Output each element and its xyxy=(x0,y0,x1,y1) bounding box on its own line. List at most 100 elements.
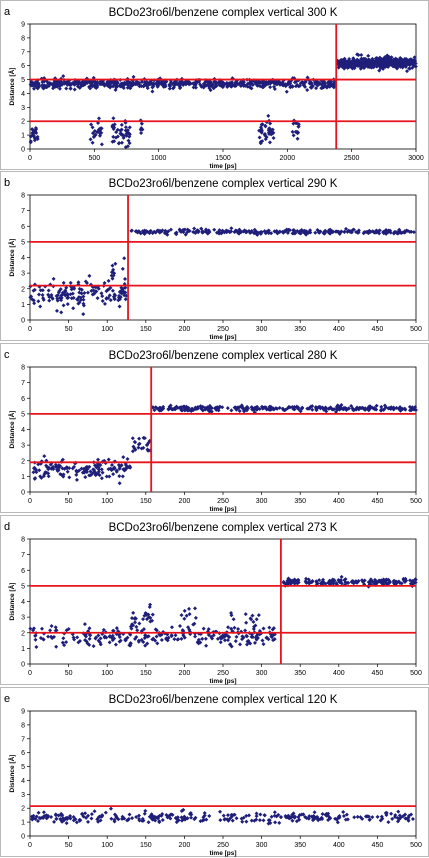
data-point xyxy=(130,622,135,627)
data-point xyxy=(171,407,176,412)
data-point xyxy=(129,616,134,621)
y-tick-label: 0 xyxy=(21,318,25,325)
data-point xyxy=(342,582,347,587)
data-point xyxy=(251,408,256,413)
data-point xyxy=(207,814,212,819)
data-point xyxy=(89,288,94,293)
data-point xyxy=(31,813,36,818)
data-point xyxy=(262,813,267,818)
data-point xyxy=(409,229,414,234)
data-point xyxy=(110,276,115,281)
data-point xyxy=(109,462,114,467)
x-tick-label: 200 xyxy=(179,498,191,505)
y-tick-label: 4 xyxy=(21,91,25,98)
data-point xyxy=(116,298,121,303)
data-point xyxy=(37,815,42,820)
data-point xyxy=(127,812,132,817)
data-point xyxy=(82,622,87,627)
data-point xyxy=(95,130,100,135)
data-point xyxy=(71,814,76,819)
data-point xyxy=(111,267,116,272)
data-point xyxy=(127,125,132,130)
y-tick-label: 1 xyxy=(21,646,25,653)
data-point xyxy=(147,604,152,609)
data-point xyxy=(236,230,241,235)
data-point xyxy=(111,83,116,88)
data-point xyxy=(231,617,236,622)
data-point xyxy=(251,626,256,631)
data-point xyxy=(168,403,173,408)
data-point xyxy=(88,473,93,478)
data-point xyxy=(300,406,305,411)
data-point xyxy=(141,445,146,450)
data-point xyxy=(160,818,165,823)
data-point xyxy=(272,813,277,818)
data-point xyxy=(90,140,95,145)
data-point xyxy=(43,284,48,289)
data-point xyxy=(44,816,49,821)
data-point xyxy=(108,298,113,303)
data-point xyxy=(363,406,368,411)
data-point xyxy=(86,819,91,824)
data-point xyxy=(122,468,127,473)
data-point xyxy=(270,627,275,632)
data-point xyxy=(263,124,268,129)
data-point xyxy=(55,298,60,303)
x-axis-label: time [ps] xyxy=(209,334,236,341)
x-tick-label: 250 xyxy=(217,326,229,333)
data-point xyxy=(168,227,173,232)
data-point xyxy=(351,407,356,412)
data-point xyxy=(401,576,406,581)
y-tick-label: 6 xyxy=(21,63,25,70)
x-tick-label: 0 xyxy=(28,498,32,505)
data-point xyxy=(229,644,234,649)
data-point xyxy=(180,81,185,86)
data-point xyxy=(295,405,300,410)
data-point xyxy=(40,288,45,293)
x-axis-label: time [ps] xyxy=(209,506,236,513)
data-point xyxy=(244,408,249,413)
x-tick-label: 100 xyxy=(101,498,113,505)
data-point xyxy=(217,231,222,236)
y-tick-label: 8 xyxy=(21,537,25,544)
data-point xyxy=(142,436,147,441)
data-point xyxy=(188,632,193,637)
data-point xyxy=(257,632,262,637)
data-point xyxy=(140,816,145,821)
data-point xyxy=(100,294,105,299)
data-point xyxy=(253,230,258,235)
data-point xyxy=(59,298,64,303)
data-point xyxy=(208,88,213,93)
y-tick-label: 2 xyxy=(21,630,25,637)
data-point xyxy=(272,810,277,815)
data-point xyxy=(375,64,380,69)
data-point xyxy=(123,125,128,130)
x-tick-label: 200 xyxy=(179,670,191,677)
data-point xyxy=(71,306,76,311)
data-point xyxy=(350,227,355,232)
data-point xyxy=(170,812,175,817)
data-point xyxy=(179,808,184,813)
data-point xyxy=(166,814,171,819)
data-point xyxy=(367,817,372,822)
data-point xyxy=(226,625,231,630)
data-point xyxy=(81,297,86,302)
data-point xyxy=(271,136,276,141)
data-point xyxy=(51,467,56,472)
data-point xyxy=(187,811,192,816)
data-point xyxy=(410,405,415,410)
data-point xyxy=(99,142,104,147)
data-point xyxy=(204,643,209,648)
data-point xyxy=(187,627,192,632)
y-tick-label: 0 xyxy=(21,834,25,841)
data-point xyxy=(38,635,43,640)
scatter-chart: e BCDo23ro6l/benzene complex vertical 120… xyxy=(0,687,429,857)
data-point xyxy=(133,636,138,641)
data-point xyxy=(41,296,46,301)
data-point xyxy=(89,122,94,127)
data-point xyxy=(136,638,141,643)
data-point xyxy=(126,817,131,822)
data-point xyxy=(46,634,51,639)
data-point xyxy=(267,818,272,823)
y-tick-label: 3 xyxy=(21,792,25,799)
